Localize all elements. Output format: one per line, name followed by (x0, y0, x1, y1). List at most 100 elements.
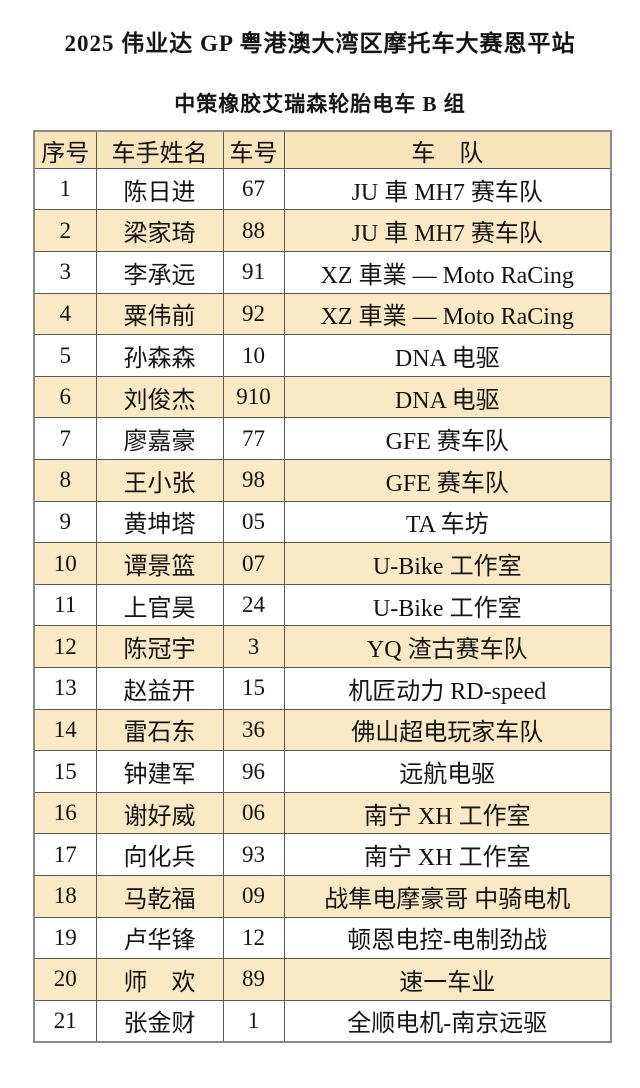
cell-bike-number: 09 (222, 874, 285, 918)
cell-team: XZ 車業 — Moto RaCing (283, 251, 612, 294)
cell-bike-number: 98 (222, 459, 285, 502)
table-row: 4 粟伟前 92 XZ 車業 — Moto RaCing (33, 292, 612, 336)
cell-rider-name: 谢好威 (95, 791, 224, 835)
cell-index: 18 (33, 874, 97, 918)
table-row: 11 上官昊 24 U-Bike 工作室 (33, 583, 612, 627)
cell-rider-name: 廖嘉豪 (95, 417, 224, 461)
cell-bike-number: 36 (222, 708, 285, 752)
table-row: 13 赵益开 15 机匠动力 RD-speed (33, 667, 612, 710)
cell-team: U-Bike 工作室 (283, 583, 612, 627)
cell-rider-name: 孙森森 (95, 334, 224, 377)
cell-rider-name: 张金财 (95, 999, 224, 1043)
cell-rider-name: 梁家琦 (95, 209, 224, 253)
cell-rider-name: 粟伟前 (95, 292, 224, 336)
cell-team: 顿恩电控-电制劲战 (283, 916, 612, 960)
table-row: 8 王小张 98 GFE 赛车队 (33, 459, 612, 502)
entry-list-table: 序号 车手姓名 车号 车 队 1 陈日进 67 JU 車 MH7 赛车队 2 梁… (33, 130, 612, 1043)
cell-index: 21 (33, 999, 97, 1043)
cell-rider-name: 王小张 (95, 459, 224, 502)
table-row: 17 向化兵 93 南宁 XH 工作室 (33, 833, 612, 876)
cell-team: YQ 渣古赛车队 (283, 625, 612, 669)
cell-team: GFE 赛车队 (283, 417, 612, 461)
cell-bike-number: 77 (222, 417, 285, 461)
table-row: 3 李承远 91 XZ 車業 — Moto RaCing (33, 251, 612, 294)
table-row: 12 陈冠宇 3 YQ 渣古赛车队 (33, 625, 612, 669)
cell-rider-name: 钟建军 (95, 750, 224, 793)
cell-team: DNA 电驱 (283, 334, 612, 377)
cell-team: 佛山超电玩家车队 (283, 708, 612, 752)
cell-rider-name: 向化兵 (95, 833, 224, 876)
header-cell-rider-name: 车手姓名 (95, 130, 224, 169)
cell-rider-name: 师 欢 (95, 958, 224, 1001)
cell-index: 12 (33, 625, 97, 669)
table-row: 21 张金财 1 全顺电机-南京远驱 (33, 999, 612, 1043)
cell-bike-number: 06 (222, 791, 285, 835)
cell-team: XZ 車業 — Moto RaCing (283, 292, 612, 336)
cell-team: 全顺电机-南京远驱 (283, 999, 612, 1043)
cell-bike-number: 67 (222, 167, 285, 211)
cell-bike-number: 96 (222, 750, 285, 793)
cell-bike-number: 24 (222, 583, 285, 627)
cell-index: 6 (33, 375, 97, 419)
table-row: 1 陈日进 67 JU 車 MH7 赛车队 (33, 167, 612, 211)
cell-bike-number: 1 (222, 999, 285, 1043)
cell-bike-number: 05 (222, 500, 285, 544)
table-row: 2 梁家琦 88 JU 車 MH7 赛车队 (33, 209, 612, 253)
cell-rider-name: 谭景篮 (95, 542, 224, 585)
cell-team: U-Bike 工作室 (283, 542, 612, 585)
cell-team: GFE 赛车队 (283, 459, 612, 502)
cell-team: 南宁 XH 工作室 (283, 833, 612, 876)
cell-bike-number: 92 (222, 292, 285, 336)
header-cell-team: 车 队 (283, 130, 612, 169)
cell-team: 机匠动力 RD-speed (283, 667, 612, 710)
cell-bike-number: 3 (222, 625, 285, 669)
table-header: 序号 车手姓名 车号 车 队 (33, 130, 612, 169)
table-row: 7 廖嘉豪 77 GFE 赛车队 (33, 417, 612, 461)
table-row: 9 黄坤塔 05 TA 车坊 (33, 500, 612, 544)
cell-team: DNA 电驱 (283, 375, 612, 419)
group-subtitle: 中策橡胶艾瑞森轮胎电车 B 组 (174, 92, 466, 117)
cell-rider-name: 马乾福 (95, 874, 224, 918)
cell-bike-number: 93 (222, 833, 285, 876)
cell-index: 20 (33, 958, 97, 1001)
cell-rider-name: 卢华锋 (95, 916, 224, 960)
cell-index: 16 (33, 791, 97, 835)
table-row: 18 马乾福 09 战隼电摩豪哥 中骑电机 (33, 874, 612, 918)
cell-rider-name: 陈日进 (95, 167, 224, 211)
cell-index: 1 (33, 167, 97, 211)
cell-rider-name: 陈冠宇 (95, 625, 224, 669)
cell-team: 远航电驱 (283, 750, 612, 793)
table-row: 15 钟建军 96 远航电驱 (33, 750, 612, 793)
cell-rider-name: 上官昊 (95, 583, 224, 627)
header-cell-bike-number: 车号 (222, 130, 285, 169)
table-row: 6 刘俊杰 910 DNA 电驱 (33, 375, 612, 419)
table-row: 19 卢华锋 12 顿恩电控-电制劲战 (33, 916, 612, 960)
table-body: 1 陈日进 67 JU 車 MH7 赛车队 2 梁家琦 88 JU 車 MH7 … (33, 167, 612, 1043)
page-title: 2025 伟业达 GP 粤港澳大湾区摩托车大赛恩平站 (64, 31, 576, 56)
table-row: 20 师 欢 89 速一车业 (33, 958, 612, 1001)
cell-bike-number: 15 (222, 667, 285, 710)
cell-index: 8 (33, 459, 97, 502)
cell-index: 10 (33, 542, 97, 585)
cell-bike-number: 89 (222, 958, 285, 1001)
header-cell-index: 序号 (33, 130, 97, 169)
cell-index: 2 (33, 209, 97, 253)
table-row: 14 雷石东 36 佛山超电玩家车队 (33, 708, 612, 752)
table-row: 16 谢好威 06 南宁 XH 工作室 (33, 791, 612, 835)
cell-rider-name: 赵益开 (95, 667, 224, 710)
cell-rider-name: 黄坤塔 (95, 500, 224, 544)
cell-index: 7 (33, 417, 97, 461)
cell-index: 3 (33, 251, 97, 294)
cell-index: 5 (33, 334, 97, 377)
cell-bike-number: 910 (222, 375, 285, 419)
cell-bike-number: 07 (222, 542, 285, 585)
cell-index: 15 (33, 750, 97, 793)
header-row: 序号 车手姓名 车号 车 队 (33, 130, 612, 169)
cell-index: 19 (33, 916, 97, 960)
cell-rider-name: 雷石东 (95, 708, 224, 752)
cell-index: 4 (33, 292, 97, 336)
cell-team: JU 車 MH7 赛车队 (283, 209, 612, 253)
cell-index: 14 (33, 708, 97, 752)
cell-rider-name: 刘俊杰 (95, 375, 224, 419)
